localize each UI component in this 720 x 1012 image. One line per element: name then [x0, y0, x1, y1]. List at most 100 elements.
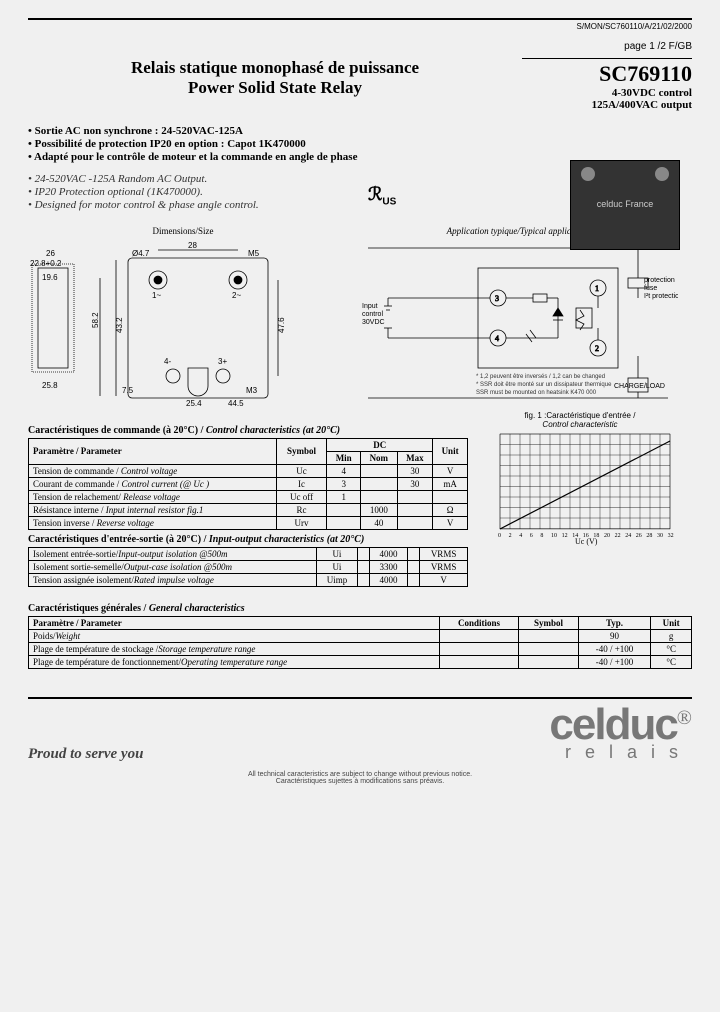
dim-title: Dimensions/Size [28, 226, 338, 236]
svg-text:30VDC: 30VDC [362, 319, 385, 326]
dim-hole: Ø4.7 [132, 249, 150, 258]
dim-476: 47.6 [277, 316, 286, 332]
svg-text:14: 14 [572, 533, 578, 539]
app-input: Input [362, 303, 378, 310]
col-param: Paramètre / Parameter [29, 438, 277, 464]
pin4: 4- [164, 357, 171, 366]
svg-text:26: 26 [636, 533, 642, 539]
ul-ru-icon: ℛUS [368, 184, 396, 204]
svg-text:1: 1 [595, 284, 599, 293]
bullet-fr: Possibilité de protection IP20 en option… [28, 138, 692, 150]
gen-section-title: Caractéristiques générales / General cha… [28, 603, 692, 614]
dim-26: 26 [46, 249, 55, 258]
bullet-fr: Sortie AC non synchrone : 24-520VAC-125A [28, 125, 692, 137]
table-row: Tension inverse / Reverse voltageUrv40V [29, 516, 468, 529]
svg-text:4: 4 [495, 334, 499, 343]
part-block: SC769110 4-30VDC control 125A/400VAC out… [522, 58, 692, 111]
svg-text:22: 22 [615, 533, 621, 539]
dim-254: 25.4 [186, 399, 202, 408]
fig1-title-en: Control characteristic [480, 420, 680, 429]
svg-text:28: 28 [646, 533, 652, 539]
pin3: 3+ [218, 357, 227, 366]
io-section-title: Caractéristiques d'entrée-sortie (à 20°C… [28, 534, 468, 545]
fig1-title-fr: fig. 1 :Caractéristique d'entrée / [480, 411, 680, 420]
svg-text:12: 12 [562, 533, 568, 539]
table-row: Plage de température de fonctionnement/O… [29, 655, 692, 668]
svg-text:24: 24 [625, 533, 631, 539]
io-table: Isolement entrée-sortie/Input-output iso… [28, 547, 468, 587]
svg-text:4: 4 [519, 533, 522, 539]
svg-text:18: 18 [593, 533, 599, 539]
disclaimer: All technical caracteristics are subject… [28, 771, 692, 785]
dimensions-drawing: 26 22.8+0.2 19.6 25.8 28 Ø4.7 M5 58.2 43… [28, 238, 338, 408]
table-row: Poids/Weight90g [29, 629, 692, 642]
table-row: Tension de commande / Control voltageUc4… [29, 464, 468, 477]
svg-text:30: 30 [657, 533, 663, 539]
gen-table: Paramètre / Parameter Conditions Symbol … [28, 616, 692, 669]
application-schematic: 1 2 3 4 [358, 238, 678, 408]
table-row: Résistance interne / Input internal resi… [29, 503, 468, 516]
svg-text:2: 2 [509, 533, 512, 539]
dim-445: 44.5 [228, 399, 244, 408]
svg-text:3: 3 [495, 294, 499, 303]
fig1-chart: Uc (V) 02468101214161820222426283032 [480, 429, 680, 549]
dimensions-block: Dimensions/Size 26 22.8+0.2 19.6 25.8 [28, 226, 338, 411]
bullets-fr: Sortie AC non synchrone : 24-520VAC-125A… [28, 125, 692, 163]
dim-432: 43.2 [115, 316, 124, 332]
svg-text:32: 32 [668, 533, 674, 539]
dim-m5: M5 [248, 249, 260, 258]
app-prot: protection [644, 277, 675, 284]
pin1: 1~ [152, 291, 161, 300]
part-sub1: 4-30VDC control [522, 87, 692, 99]
bottom-rule [28, 697, 692, 699]
svg-text:20: 20 [604, 533, 610, 539]
slogan: Proud to serve you [28, 746, 143, 763]
title-fr: Relais statique monophasé de puissance [28, 58, 522, 78]
dim-28: 28 [188, 241, 197, 250]
app-note1: * 1,2 peuvent être inversés / 1,2 can be… [476, 374, 605, 380]
svg-text:control: control [362, 311, 383, 318]
doc-code: S/MON/SC760110/A/21/02/2000 [28, 22, 692, 31]
diagram-row: Dimensions/Size 26 22.8+0.2 19.6 25.8 [28, 226, 692, 411]
dim-196: 19.6 [42, 273, 58, 282]
svg-text:6: 6 [530, 533, 533, 539]
svg-text:10: 10 [551, 533, 557, 539]
dim-582: 58.2 [91, 311, 100, 327]
part-number: SC769110 [522, 58, 692, 87]
app-load: CHARGE/LOAD [614, 383, 665, 390]
part-sub2: 125A/400VAC output [522, 99, 692, 111]
fig1-block: fig. 1 :Caractéristique d'entrée / Contr… [480, 411, 680, 551]
ctrl-table: Paramètre / Parameter Symbol DC Unit Min… [28, 438, 468, 530]
top-rule [28, 18, 692, 20]
table-row: Tension assignée isolement/Rated impulse… [29, 573, 468, 586]
title-en: Power Solid State Relay [28, 78, 522, 98]
svg-text:fuse: fuse [644, 285, 657, 292]
dim-228: 22.8+0.2 [30, 259, 62, 268]
logo-r: ® [677, 707, 692, 729]
svg-text:2: 2 [595, 344, 599, 353]
application-block: Application typique/Typical application … [358, 226, 678, 411]
svg-text:0: 0 [498, 533, 501, 539]
control-tables: Caractéristiques de commande (à 20°C) / … [28, 411, 468, 587]
table-row: Isolement sortie-semelle/Output-case iso… [29, 560, 468, 573]
table-row: Plage de température de stockage /Storag… [29, 642, 692, 655]
col-unit: Unit [433, 438, 468, 464]
col-dc: DC [327, 438, 433, 451]
table-row: Isolement entrée-sortie/Input-output iso… [29, 547, 468, 560]
app-note2: * SSR doit être monté sur un dissipateur… [476, 382, 612, 388]
logo-block: celduc® relais [549, 707, 692, 763]
control-row: Caractéristiques de commande (à 20°C) / … [28, 411, 692, 587]
product-photo: celduc France [570, 160, 680, 250]
header-row: Relais statique monophasé de puissance P… [28, 58, 692, 111]
table-row: Tension de relachement/ Release voltageU… [29, 490, 468, 503]
dim-m3: M3 [246, 386, 258, 395]
product-brand-label: celduc France [571, 199, 679, 209]
col-symbol: Symbol [276, 438, 327, 464]
footer-row: Proud to serve you celduc® relais [28, 707, 692, 763]
dim-258: 25.8 [42, 381, 58, 390]
table-row: Courant de commande / Control current (@… [29, 477, 468, 490]
logo-sub: relais [549, 742, 692, 763]
pin2: 2~ [232, 291, 241, 300]
dim-75: 7.5 [122, 386, 134, 395]
svg-text:I²t protection: I²t protection [644, 293, 678, 300]
